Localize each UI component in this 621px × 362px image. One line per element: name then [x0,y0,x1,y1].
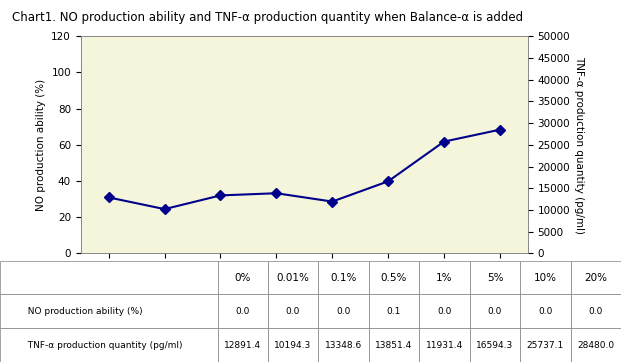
Y-axis label: NO production ability (%): NO production ability (%) [35,79,46,211]
Text: Chart1. NO production ability and TNF-α production quantity when Balance-α is ad: Chart1. NO production ability and TNF-α … [12,11,524,24]
Y-axis label: TNF-α production quantity (pg/ml): TNF-α production quantity (pg/ml) [574,56,584,234]
